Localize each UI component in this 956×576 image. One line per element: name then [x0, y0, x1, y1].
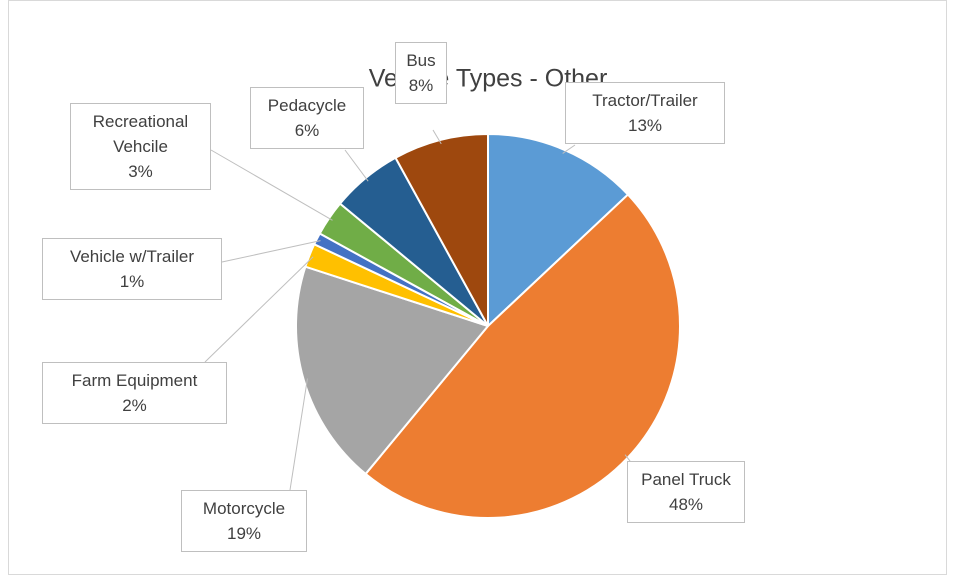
data-label: Panel Truck 48%: [627, 461, 745, 523]
value-label: 48%: [668, 495, 704, 514]
category-label: Pedacycle: [267, 96, 347, 115]
value-label: 6%: [294, 121, 320, 140]
category-label: Motorcycle: [202, 499, 286, 518]
category-label: Bus: [406, 51, 436, 70]
value-label: 2%: [122, 396, 147, 415]
category-label: Recreational Vehcile: [92, 112, 189, 156]
category-label: Vehicle w/Trailer: [69, 247, 195, 266]
data-label: Recreational Vehcile 3%: [70, 103, 211, 190]
data-label: Pedacycle 6%: [250, 87, 364, 149]
value-label: 13%: [627, 116, 663, 135]
value-label: 3%: [128, 162, 153, 181]
value-label: 19%: [226, 524, 262, 543]
pie-slice: [364, 193, 681, 519]
value-label: 8%: [408, 76, 434, 95]
leader-line: [289, 378, 308, 491]
leader-line: [562, 144, 576, 154]
leader-line: [432, 129, 442, 145]
pie-slice: [487, 132, 630, 329]
pie-slice: [394, 132, 489, 327]
category-label: Panel Truck: [641, 470, 731, 489]
data-label: Vehicle w/Trailer 1%: [42, 238, 222, 300]
category-label: Farm Equipment: [71, 371, 198, 390]
leader-line: [210, 149, 333, 221]
pie-slice: [295, 265, 490, 476]
data-label: Motorcycle 19%: [181, 490, 307, 552]
leader-line: [221, 240, 321, 263]
category-label: Tractor/Trailer: [592, 91, 698, 110]
value-label: 1%: [119, 272, 145, 291]
leader-line: [344, 149, 369, 182]
data-label: Tractor/Trailer 13%: [565, 82, 725, 144]
data-label: Farm Equipment 2%: [42, 362, 227, 424]
leader-line: [204, 256, 314, 363]
data-label: Bus 8%: [395, 42, 447, 104]
